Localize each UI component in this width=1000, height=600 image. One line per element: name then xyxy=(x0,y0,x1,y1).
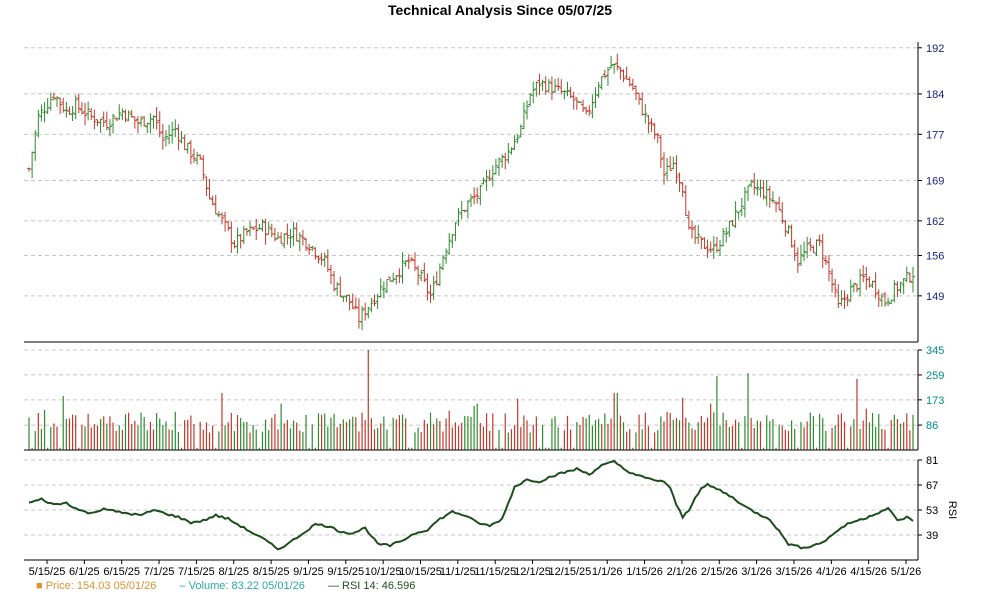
price-tick-label: 162 xyxy=(926,216,944,228)
volume-grid xyxy=(24,349,918,426)
chart-title: Technical Analysis Since 05/07/25 xyxy=(387,2,613,18)
price-tick-label: 192 xyxy=(926,43,944,55)
x-tick-label: 5/1/26 xyxy=(891,566,922,578)
x-tick-label: 9/15/25 xyxy=(327,566,364,578)
x-tick-label: 12/15/25 xyxy=(548,566,591,578)
rsi-tick-label: 53 xyxy=(926,505,938,517)
x-tick-label: 11/1/25 xyxy=(440,566,476,578)
x-tick-label: 2/15/26 xyxy=(701,566,738,578)
rsi-line xyxy=(28,459,914,551)
price-tick-label: 169 xyxy=(926,175,944,187)
legend-price: ■ Price: 154.03 05/01/26 xyxy=(36,580,157,592)
x-tick-label: 12/1/25 xyxy=(514,566,551,578)
x-tick-label: 11/15/25 xyxy=(474,566,516,578)
volume-tick-label: 86 xyxy=(926,420,938,432)
legend-price-text: Price: 154.03 05/01/26 xyxy=(45,580,157,592)
volume-tick-label: 259 xyxy=(926,370,944,382)
volume-tick-label: 173 xyxy=(926,395,944,407)
x-axis-labels: 5/15/25 6/1/25 6/15/25 7/1/25 7/15/25 8/1/25 8… xyxy=(29,566,922,578)
x-tick-label: 8/15/25 xyxy=(253,566,290,578)
x-tick-label: 8/1/25 xyxy=(218,566,249,578)
rsi-tick-label: 67 xyxy=(926,480,938,492)
x-tick-label: 3/1/26 xyxy=(741,566,772,578)
x-tick-label: 6/15/25 xyxy=(103,566,140,578)
x-tick-label: 10/15/25 xyxy=(399,566,442,578)
price-tick-label: 149 xyxy=(926,291,944,303)
axes: 149 156 162 169 177 184 192 86 173 259 345 39 53 67 81… xyxy=(24,42,958,564)
rsi-grid xyxy=(24,459,918,536)
rsi-tick-label: 39 xyxy=(926,530,938,542)
legend-rsi: — RSI 14: 46.596 xyxy=(327,580,416,592)
price-bars xyxy=(27,53,915,331)
rsi-line-group xyxy=(28,459,914,551)
x-tick-label: 2/1/26 xyxy=(667,566,698,578)
legend: ■ Price: 154.03 05/01/26 – Volume: 83.22… xyxy=(36,580,435,592)
rsi-tick-label: 81 xyxy=(926,455,938,467)
price-tick-label: 156 xyxy=(926,250,944,262)
legend-rsi-text: RSI 14: 46.596 xyxy=(342,580,416,592)
volume-tick-label: 345 xyxy=(926,345,944,357)
x-tick-label: 5/15/25 xyxy=(29,566,66,578)
legend-volume: – Volume: 83.22 05/01/26 xyxy=(179,580,305,592)
x-tick-label: 6/1/25 xyxy=(69,566,100,578)
x-tick-label: 9/1/25 xyxy=(293,566,324,578)
x-tick-label: 7/15/25 xyxy=(178,566,215,578)
rsi-axis-label: RSI xyxy=(946,501,958,519)
x-tick-label: 3/15/26 xyxy=(776,566,813,578)
x-tick-label: 7/1/25 xyxy=(144,566,175,578)
legend-volume-text: Volume: 83.22 05/01/26 xyxy=(188,580,305,592)
x-tick-label: 4/1/26 xyxy=(816,566,847,578)
price-grid xyxy=(24,47,918,297)
x-tick-label: 1/15/26 xyxy=(626,566,663,578)
x-tick-label: 4/15/26 xyxy=(850,566,887,578)
x-tick-label: 10/1/25 xyxy=(365,566,402,578)
price-tick-label: 184 xyxy=(926,89,944,101)
x-tick-label: 1/1/26 xyxy=(592,566,623,578)
volume-bars xyxy=(28,350,914,450)
price-tick-label: 177 xyxy=(926,129,944,141)
